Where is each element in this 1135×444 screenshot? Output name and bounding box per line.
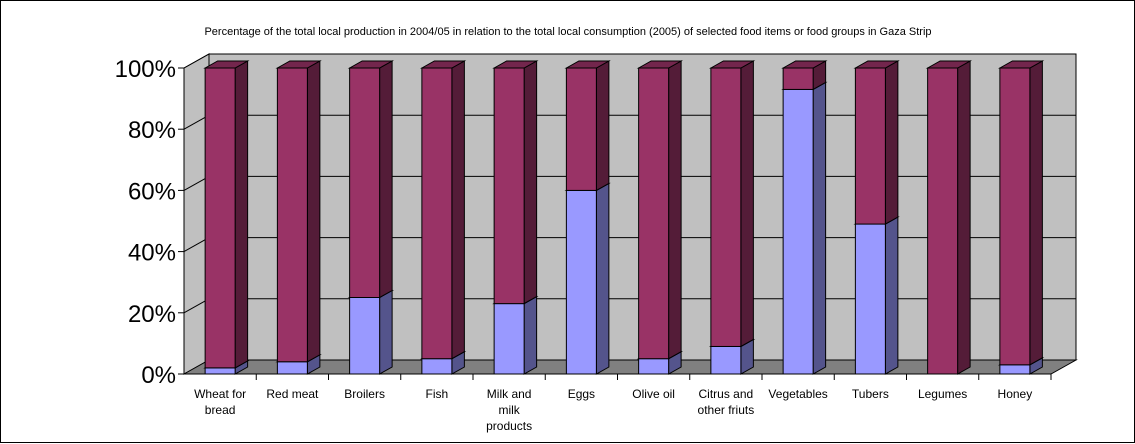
bar-segment-series1 [565, 189, 597, 375]
bar-segment-series2-side [740, 60, 754, 348]
x-category-label: Wheat for bread [194, 387, 246, 417]
bar-segment-series1 [710, 345, 742, 375]
x-category-label: Broilers [344, 387, 385, 401]
bar-segment-series2-side [523, 60, 538, 305]
bar-segment-series2-side [595, 60, 610, 192]
bar-segment-series2-side [1029, 60, 1043, 366]
x-category-label: Legumes [918, 387, 967, 401]
bar-segment-series2-side [884, 60, 899, 225]
x-category-label: Red meat [266, 387, 319, 401]
bar-segment-series1 [276, 361, 308, 375]
bar-segment-series1 [421, 358, 453, 375]
bar-segment-series2 [638, 67, 670, 360]
bar-segment-series2 [999, 67, 1031, 366]
bar-segment-series2 [493, 67, 525, 305]
bar-segment-series2-side [379, 60, 393, 299]
x-category-label: Vegetables [768, 387, 827, 401]
bar-segment-series1-side [379, 289, 393, 375]
bar-segment-series2 [565, 67, 597, 191]
y-tick-label: 80% [128, 117, 176, 144]
x-category-label: Milk and milk products [486, 387, 532, 433]
y-tick-label: 100% [115, 56, 176, 83]
x-category-label: Honey [998, 387, 1033, 401]
bar-segment-series1-side [812, 81, 827, 375]
bar-segment-series2 [782, 67, 814, 90]
x-category-label: Tubers [852, 387, 889, 401]
bar-segment-series1-side [523, 295, 538, 375]
bar-segment-series1 [349, 297, 381, 375]
y-tick-label: 40% [128, 240, 176, 267]
bar-segment-series2-side [234, 60, 249, 369]
bar-segment-series2-side [306, 60, 321, 363]
bar-segment-series2 [927, 67, 959, 375]
bar-segment-series2 [854, 67, 886, 225]
x-category-label: Olive oil [632, 387, 675, 401]
bar-segment-series1 [493, 303, 525, 375]
bar-segment-series2-side [451, 60, 465, 360]
bar-segment-series2 [421, 67, 453, 360]
bar-segment-series2-side [957, 60, 971, 375]
chart-title: Percentage of the total local production… [204, 26, 931, 38]
gridline-depth [183, 53, 210, 69]
y-tick-label: 20% [128, 301, 176, 328]
bar-segment-series1-side [884, 216, 899, 375]
bar-segment-series2 [349, 67, 381, 298]
x-category-label: Eggs [568, 387, 595, 401]
y-tick-label: 0% [141, 362, 176, 389]
bar-segment-series2 [204, 67, 236, 369]
bar-segment-series1 [854, 223, 886, 375]
x-category-label: Citrus and other friuts [698, 387, 755, 417]
x-category-label: Fish [426, 387, 449, 401]
bar-segment-series2 [276, 67, 308, 363]
bar-segment-series1 [782, 88, 814, 375]
bar-segment-series1 [638, 358, 670, 375]
bar-segment-series1-side [595, 182, 610, 375]
bar-segment-series1 [999, 364, 1031, 375]
bar-segment-series1 [204, 367, 236, 375]
y-tick-label: 60% [128, 178, 176, 205]
bar-segment-series2-side [668, 60, 682, 360]
bar-segment-series2 [710, 67, 742, 347]
